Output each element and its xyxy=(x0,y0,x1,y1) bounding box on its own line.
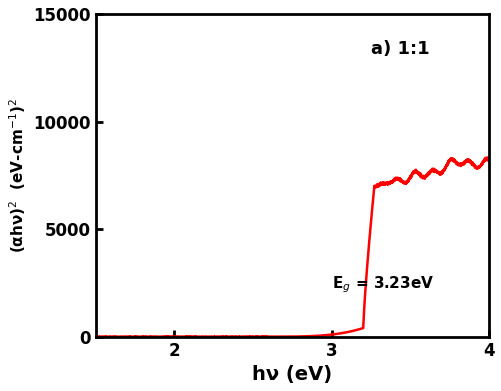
X-axis label: hν (eV): hν (eV) xyxy=(252,365,332,384)
Text: E$_g$ = 3.23eV: E$_g$ = 3.23eV xyxy=(331,274,433,295)
Y-axis label: (αhν)$^2$  (eV-cm$^{-1}$)$^2$: (αhν)$^2$ (eV-cm$^{-1}$)$^2$ xyxy=(7,98,28,253)
Text: a) 1:1: a) 1:1 xyxy=(370,40,429,58)
